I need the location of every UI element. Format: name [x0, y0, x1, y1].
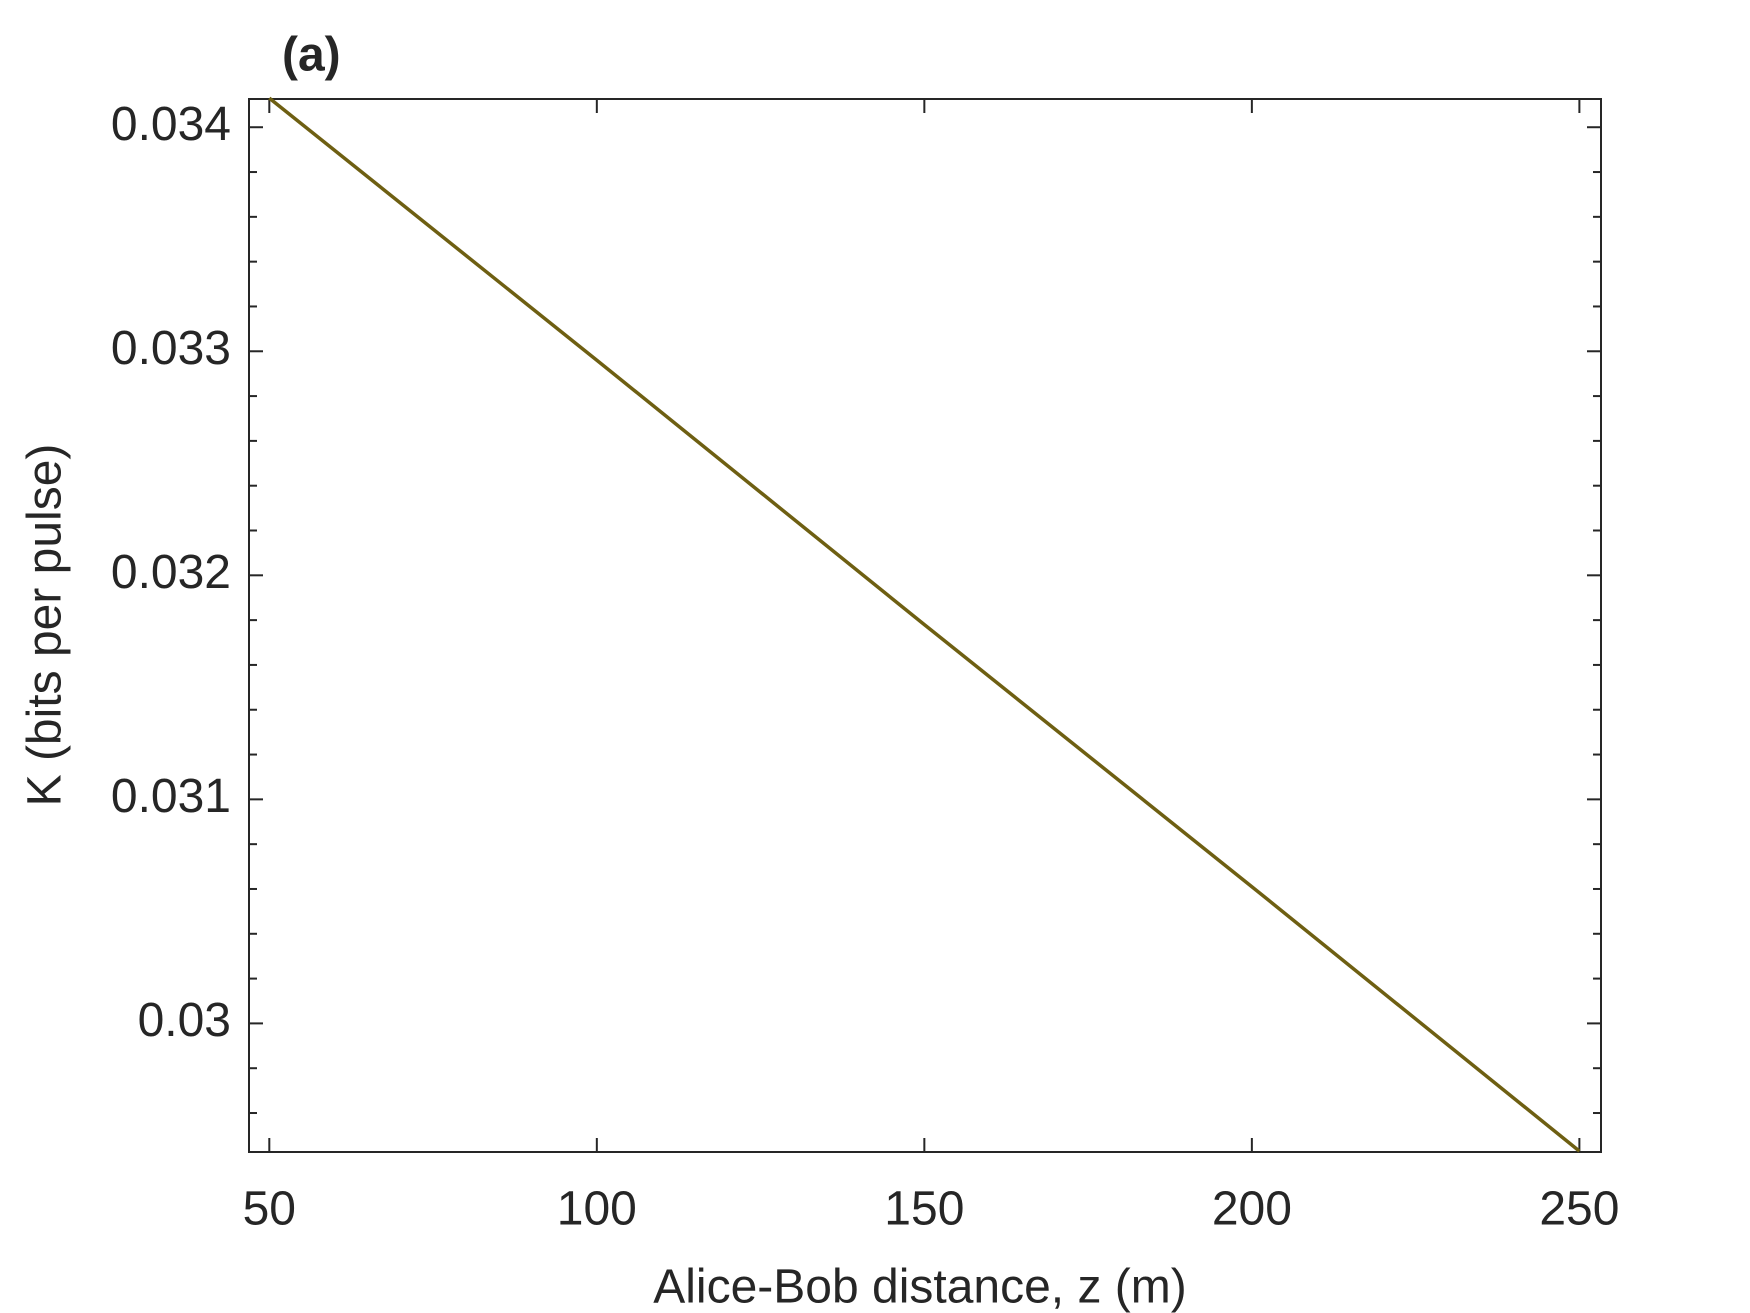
y-tick-label: 0.034 — [111, 98, 231, 151]
y-tick-label: 0.03 — [138, 994, 231, 1047]
x-tick-label: 50 — [243, 1183, 296, 1236]
x-tick-label: 100 — [557, 1183, 637, 1236]
data-line — [268, 96, 1581, 1153]
y-axis-label: K (bits per pulse) — [19, 444, 72, 807]
x-tick-label: 200 — [1212, 1183, 1292, 1236]
x-tick-label: 150 — [884, 1183, 964, 1236]
x-axis-label: Alice-Bob distance, z (m) — [653, 1261, 1187, 1313]
chart-title: (a) — [282, 29, 341, 82]
x-tick-label: 250 — [1539, 1183, 1619, 1236]
y-tick-label: 0.031 — [111, 770, 231, 823]
y-tick-label: 0.033 — [111, 322, 231, 375]
y-tick-label: 0.032 — [111, 546, 231, 599]
